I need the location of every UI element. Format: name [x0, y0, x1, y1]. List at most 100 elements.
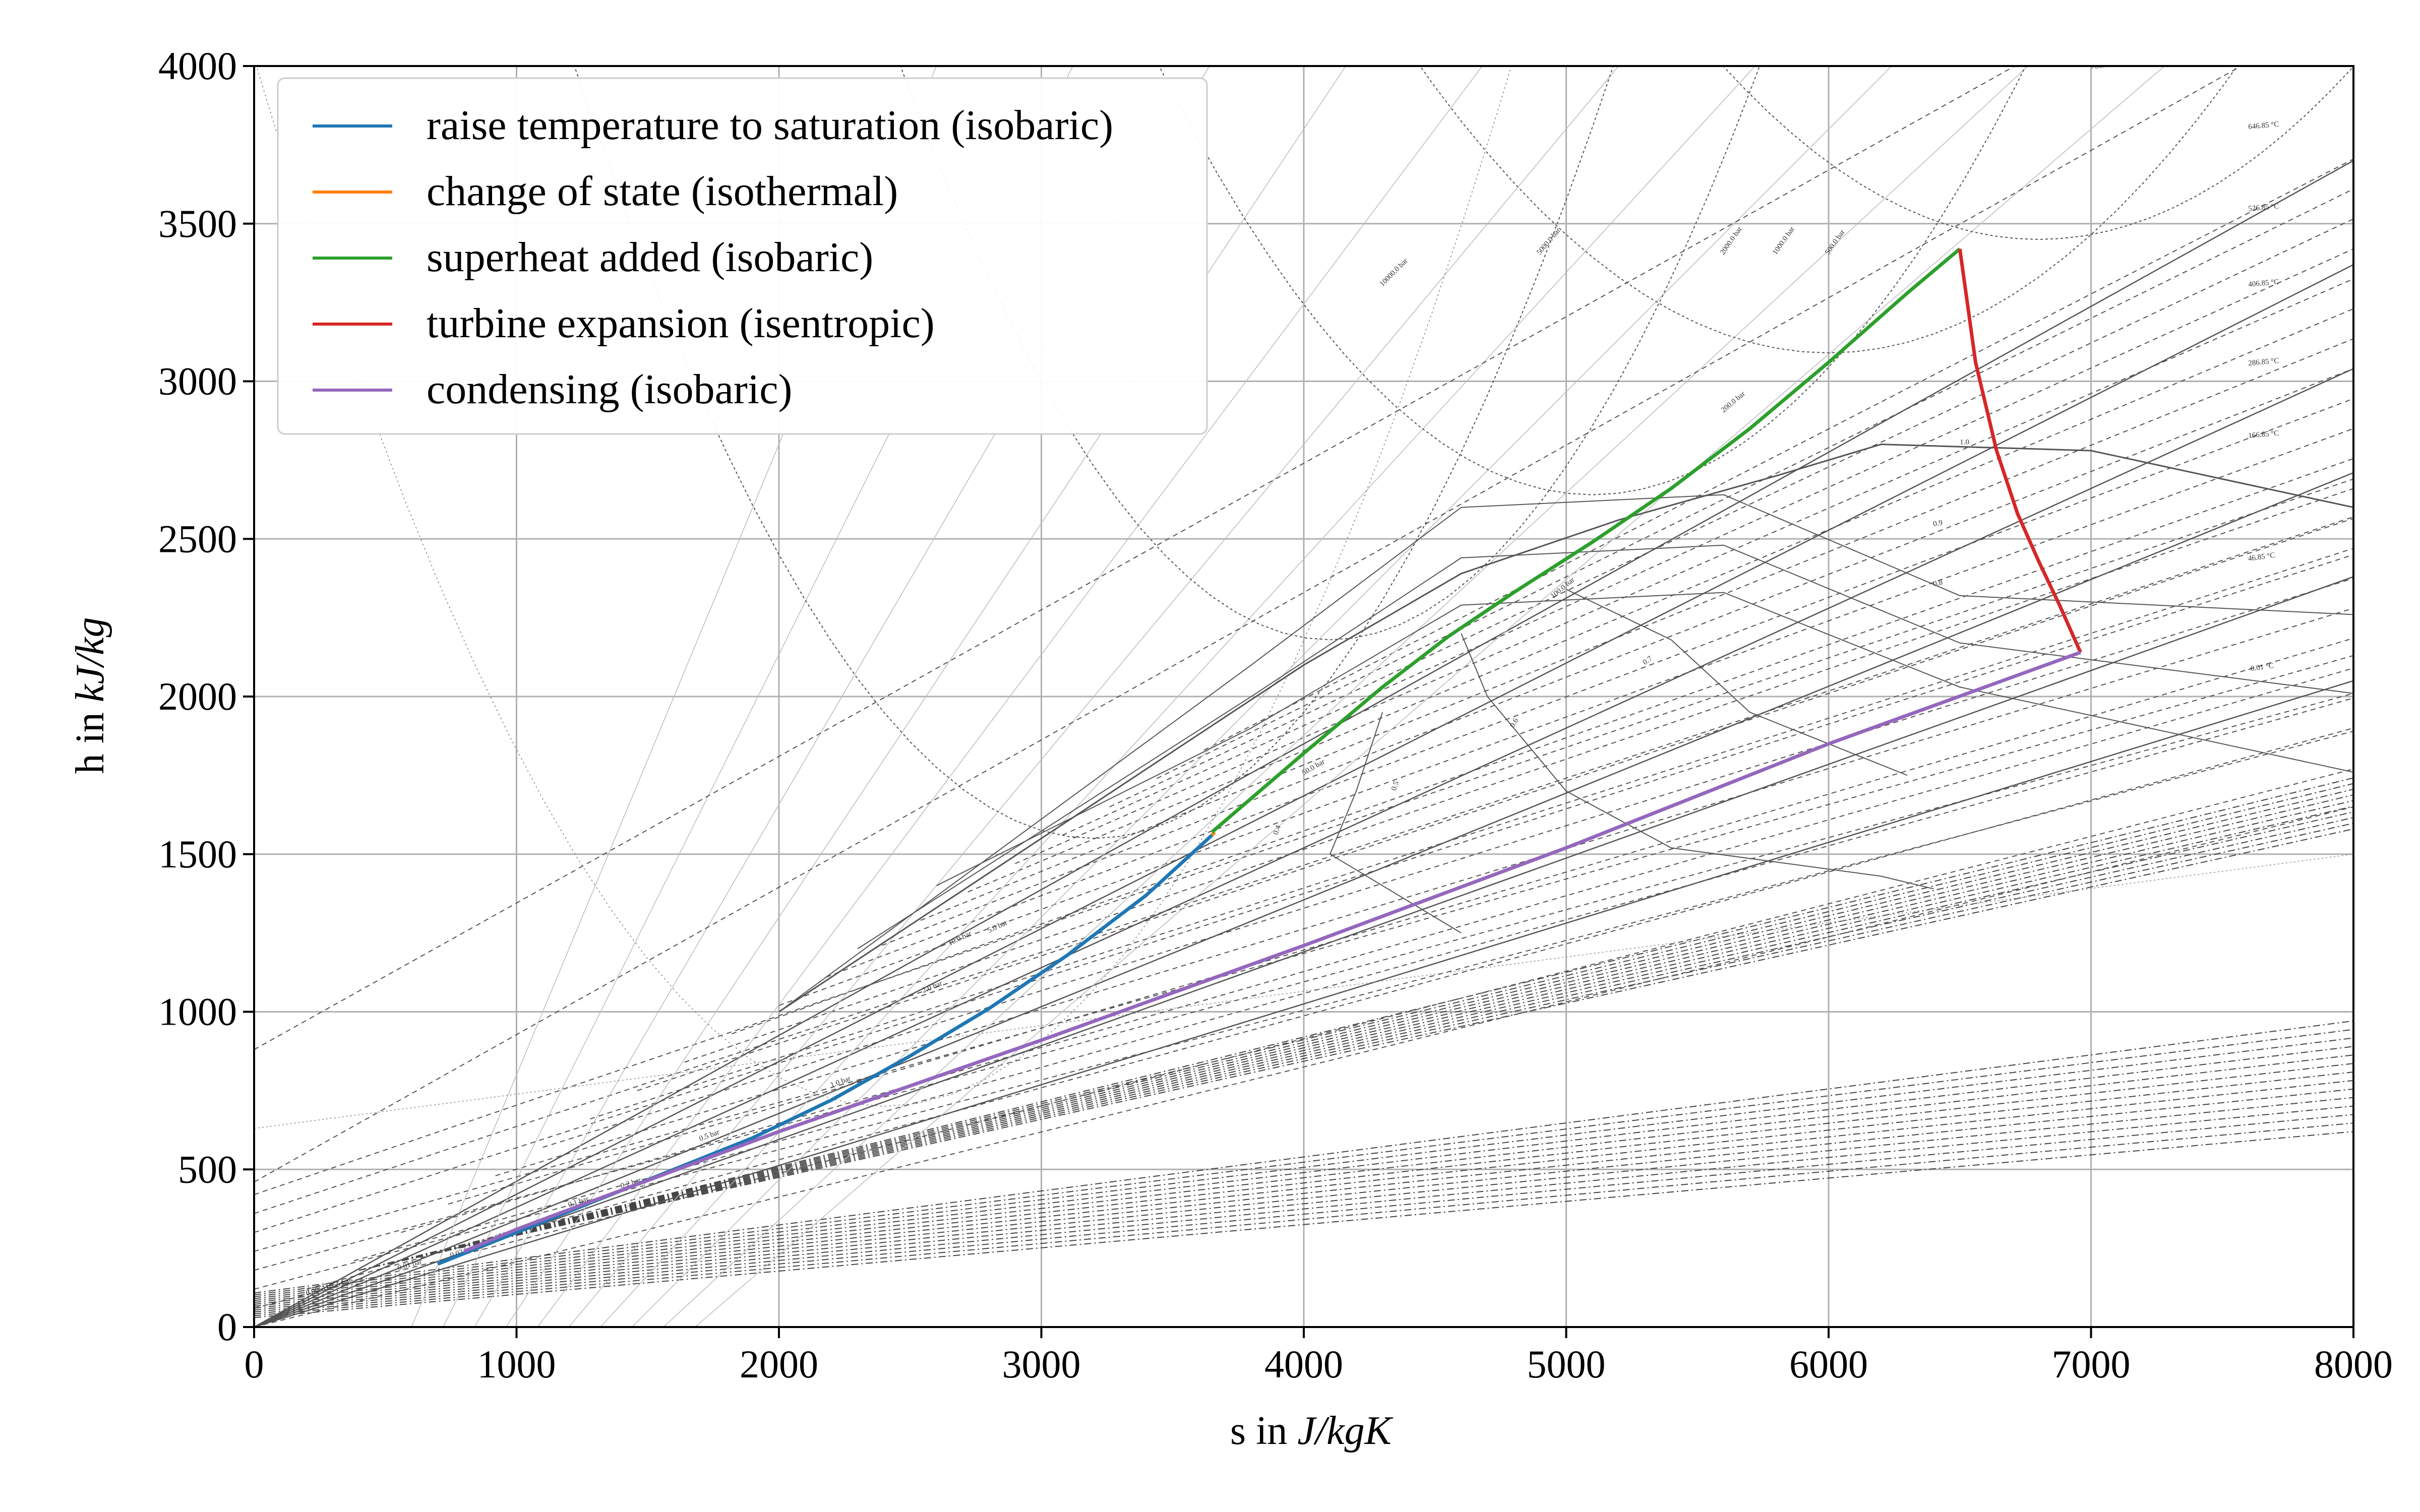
isentrope-line: [537, 66, 1483, 1327]
isochore-line: [254, 1088, 2353, 1309]
isochore-line: [254, 1131, 2353, 1318]
pressure-curve: [1419, 66, 2238, 354]
x-tick-label: 7000: [2052, 1342, 2131, 1386]
y-tick-label: 1000: [158, 990, 237, 1034]
isochore-line: [254, 1054, 2353, 1301]
legend-entry: superheat added (isobaric): [427, 234, 873, 281]
y-tick-label: 4000: [158, 44, 237, 88]
isotherm-line: [542, 578, 2353, 1148]
isochore-line: [254, 1097, 2353, 1311]
legend-entry: turbine expansion (isentropic): [427, 300, 935, 347]
isobar-line: [254, 66, 2016, 1050]
isotherm-line: [448, 638, 2353, 1205]
legend-entry: raise temperature to saturation (isobari…: [427, 102, 1113, 149]
process-series: [437, 247, 2082, 1266]
isobar-line: [254, 66, 2243, 1183]
isotherm-line: [1203, 158, 2353, 751]
x-tick-label: 1000: [477, 1342, 556, 1386]
isochore-line: [254, 806, 2353, 1327]
isochore-line: [254, 1105, 2353, 1312]
isotherm-line: [637, 518, 2353, 1091]
isotherm-line: [495, 607, 2353, 1176]
y-tick-label: 2000: [158, 674, 237, 718]
x-tick-label: 8000: [2314, 1342, 2393, 1386]
isobar-line: [254, 680, 2353, 1327]
quality-label: 1.0: [1960, 438, 1969, 447]
isochore-line: [254, 516, 2353, 1214]
series-line-3: [1958, 248, 2082, 653]
isochore-line: [254, 1080, 2353, 1307]
legend-entry: condensing (isobaric): [427, 366, 792, 413]
legend-box: [277, 77, 1208, 435]
isotherm-label: 646.85 °C: [2248, 120, 2279, 131]
isotherm-line: [873, 368, 2353, 950]
isochore-line: [254, 554, 2353, 1233]
isotherm-label: 286.85 °C: [2248, 357, 2279, 367]
y-tick-label: 1500: [158, 832, 237, 876]
isentrope-line: [663, 66, 2029, 1327]
isochore-line: [254, 1046, 2353, 1299]
isochore-line: [358, 817, 2353, 1271]
isochore-line: [358, 811, 2353, 1271]
quality-line: [857, 544, 2353, 950]
series-line-4: [463, 651, 2081, 1253]
x-axis-label: s in J/kgK: [1230, 1409, 1394, 1453]
isentrope-line: [569, 66, 1619, 1327]
isochore-line: [254, 768, 2353, 1309]
legend-entry: change of state (isothermal): [427, 168, 898, 215]
pressure-curve: [574, 66, 1614, 839]
isentrope-line: [694, 66, 2165, 1327]
isochore-line: [254, 1029, 2353, 1296]
quality-line: [1461, 633, 1934, 890]
isochore-line: [358, 828, 2353, 1271]
series-line-1: [1211, 831, 1216, 837]
quality-label: 0.9: [1932, 519, 1943, 528]
isochore-line: [254, 1063, 2353, 1303]
pressure-curve: [1722, 66, 2353, 240]
series-line-2: [1211, 247, 1961, 834]
isochore-line: [358, 777, 2353, 1271]
isentrope-line: [631, 66, 1892, 1327]
isotherm-line: [920, 338, 2353, 921]
isotherm-label: 166.85 °C: [2248, 429, 2279, 440]
isotherm-label: -0.01 °C: [2248, 662, 2274, 673]
isochore-line: [254, 1071, 2353, 1305]
saturation-curve: [778, 444, 2353, 1013]
quality-label: 0.5: [1390, 780, 1401, 792]
x-tick-label: 2000: [740, 1342, 818, 1386]
isotherm-label: 526.85 °C: [2248, 202, 2279, 213]
isotherm-line: [731, 458, 2353, 1035]
y-tick-label: 3500: [158, 202, 237, 245]
isotherm-label: 766.85 °C: [2090, 59, 2122, 71]
isobar-line: [254, 576, 2353, 1327]
isochore-line: [254, 1037, 2353, 1297]
isochore-line: [358, 788, 2353, 1271]
isotherm-label: 46.85 °C: [2248, 551, 2275, 563]
x-tick-label: 5000: [1527, 1342, 1606, 1386]
isotherm-line: [1062, 248, 2353, 836]
quality-line: [936, 592, 2353, 887]
isochore-line: [254, 1020, 2353, 1294]
y-axis-label: h in kJ/kg: [68, 617, 112, 774]
isotherm-line: [778, 428, 2353, 1006]
isotherm-label: 406.85 °C: [2248, 278, 2279, 289]
x-tick-label: 4000: [1264, 1342, 1343, 1386]
quality-line: [1329, 712, 1462, 933]
axis-ticks: 0 1000 2000 3000 4000 5000 6000 7000 8000 0 500 100…: [158, 44, 2393, 1386]
pressure-curve: [900, 66, 1761, 641]
quality-label: 0.8: [1932, 579, 1943, 588]
isotherm-line: [684, 488, 2353, 1063]
isobar-line: [254, 472, 2353, 1327]
isobar-line: [254, 368, 2353, 1327]
y-tick-label: 3000: [158, 359, 237, 403]
legend: raise temperature to saturation (isobari…: [277, 77, 1208, 435]
y-tick-label: 500: [178, 1147, 237, 1191]
isotherm-line: [1109, 218, 2353, 807]
isotherm-line: [967, 308, 2353, 893]
isochore-line: [254, 1122, 2353, 1316]
isobar-line: [254, 160, 2353, 1327]
isochore-line: [254, 1114, 2353, 1314]
x-tick-label: 3000: [1002, 1342, 1081, 1386]
isotherm-line: [1015, 278, 2353, 864]
